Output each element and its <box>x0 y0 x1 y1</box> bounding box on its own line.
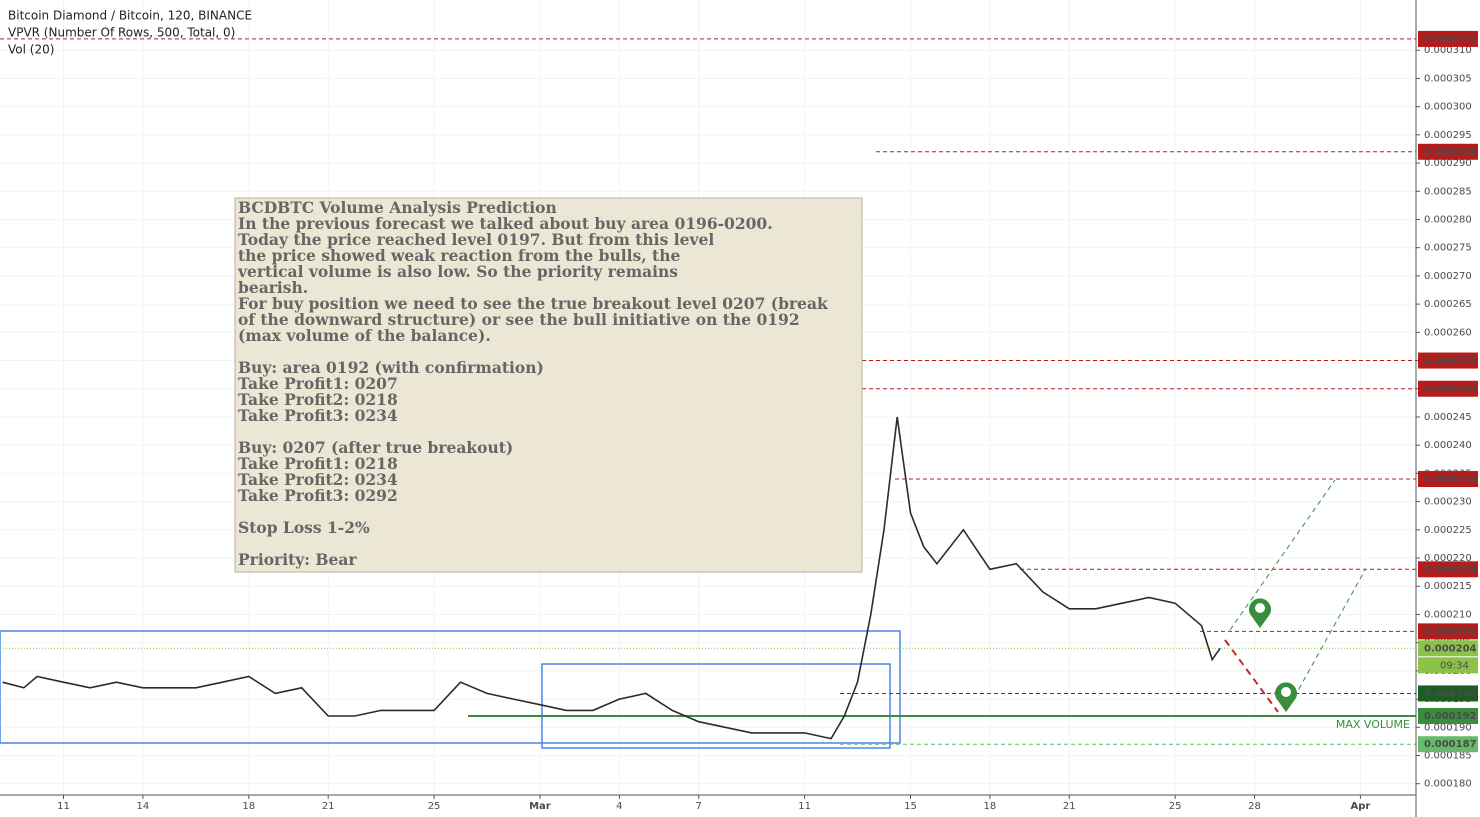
note-line: the price showed weak reaction from the … <box>238 246 680 265</box>
forecast-arrow <box>1229 479 1336 631</box>
x-tick-label: 7 <box>696 801 702 812</box>
note-line: BCDBTC Volume Analysis Prediction <box>238 198 557 217</box>
level-tag <box>1418 623 1478 640</box>
note-line: Take Profit2: 0234 <box>238 470 398 489</box>
x-tick-label: 18 <box>242 801 255 812</box>
note-line: Stop Loss 1-2% <box>238 518 370 537</box>
y-tick-label: 0.000300 <box>1424 102 1472 113</box>
level-tag <box>1418 352 1478 369</box>
y-tick-label: 0.000270 <box>1424 271 1472 282</box>
y-tick-label: 0.000275 <box>1424 243 1472 254</box>
y-tick-label: 0.000265 <box>1424 299 1472 310</box>
x-tick-label: 21 <box>1063 801 1076 812</box>
y-tick-label: 0.000220 <box>1424 553 1472 564</box>
x-tick-label: Mar <box>529 801 551 812</box>
y-tick-label: 0.000210 <box>1424 609 1472 620</box>
x-tick-label: 11 <box>57 801 70 812</box>
x-tick-label: 15 <box>904 801 917 812</box>
level-label: 0.000207 <box>1424 626 1477 637</box>
note-line: Buy: area 0192 (with confirmation) <box>238 358 544 377</box>
x-tick-label: 4 <box>616 801 622 812</box>
y-tick-label: 0.000260 <box>1424 327 1472 338</box>
x-tick-label: 11 <box>798 801 811 812</box>
level-label: 0.000255 <box>1424 356 1477 367</box>
level-tag <box>1418 736 1478 753</box>
axes: 0.0001800.0001850.0001900.0001950.000200… <box>57 30 1478 812</box>
forecast-arrow <box>1224 639 1279 713</box>
header: Bitcoin Diamond / Bitcoin, 120, BINANCE <box>8 9 252 23</box>
y-tick-label: 0.000190 <box>1424 722 1472 733</box>
price-axis <box>1416 0 1480 817</box>
level-tag <box>1418 143 1478 160</box>
level-label: 0.000204 <box>1424 643 1477 654</box>
level-tag <box>1418 640 1478 657</box>
y-tick-label: 0.000240 <box>1424 440 1472 451</box>
note-line: Today the price reached level 0197. But … <box>238 230 714 249</box>
forecast-arrow <box>1289 569 1366 706</box>
note-line: Take Profit3: 0292 <box>238 486 398 505</box>
note-line: vertical volume is also low. So the prio… <box>237 262 678 281</box>
y-tick-label: 0.000310 <box>1424 45 1472 56</box>
note-line: Take Profit1: 0207 <box>238 374 398 393</box>
note-line: For buy position we need to see the true… <box>238 294 828 313</box>
note-line: Take Profit1: 0218 <box>238 454 398 473</box>
level-label: 0.000196 <box>1424 688 1477 699</box>
y-tick-label: 0.000245 <box>1424 412 1472 423</box>
y-tick-label: 0.000295 <box>1424 130 1472 141</box>
level-tag <box>1418 561 1478 578</box>
level-tag <box>1418 685 1478 702</box>
note-line: (max volume of the balance). <box>238 326 491 345</box>
header: VPVR (Number Of Rows, 500, Total, 0) <box>8 26 235 40</box>
level-label: 0.000192 <box>1424 711 1477 722</box>
note-line: Buy: 0207 (after true breakout) <box>238 438 513 457</box>
x-tick-label: 25 <box>1169 801 1182 812</box>
note-line: Take Profit3: 0234 <box>238 406 398 425</box>
x-tick-label: 25 <box>428 801 441 812</box>
level-label: 0.000218 <box>1424 564 1477 575</box>
x-tick-label: Apr <box>1350 801 1370 812</box>
y-tick-label: 0.000185 <box>1424 751 1472 762</box>
pin <box>1275 682 1297 712</box>
y-tick-label: 0.000305 <box>1424 73 1472 84</box>
level-tag <box>1418 380 1478 397</box>
y-tick-label: 0.000285 <box>1424 186 1472 197</box>
y-tick-label: 0.000280 <box>1424 214 1472 225</box>
level-label: 0.000187 <box>1424 739 1477 750</box>
max-volume-label: MAX VOLUME <box>1336 718 1410 731</box>
countdown-tag <box>1418 657 1478 674</box>
note-line: of the downward structure) or see the bu… <box>238 310 800 329</box>
level-tag <box>1418 30 1478 47</box>
note-line: Take Profit2: 0218 <box>238 390 398 409</box>
note-box <box>234 197 863 573</box>
level-tag <box>1418 471 1478 488</box>
x-tick-label: 21 <box>322 801 335 812</box>
y-tick-label: 0.000180 <box>1424 779 1472 790</box>
y-tick-label: 0.000290 <box>1424 158 1472 169</box>
x-tick-label: 18 <box>984 801 997 812</box>
note-line: In the previous forecast we talked about… <box>238 214 773 233</box>
price-line <box>2 416 1221 740</box>
x-tick-label: 28 <box>1248 801 1261 812</box>
level-label: 0.000250 <box>1424 384 1477 395</box>
x-tick-label: 14 <box>137 801 150 812</box>
y-tick-label: 0.000225 <box>1424 525 1472 536</box>
zone-box <box>0 630 901 744</box>
level-label: 0.000312 <box>1424 34 1477 45</box>
y-tick-label: 0.000215 <box>1424 581 1472 592</box>
level-label: 0.000234 <box>1424 474 1477 485</box>
note-line: Priority: Bear <box>238 550 357 569</box>
level-tag <box>1418 708 1478 725</box>
countdown: 09:34 <box>1440 660 1469 671</box>
zone-box <box>541 663 891 749</box>
level-label: 0.000292 <box>1424 147 1477 158</box>
note-line: bearish. <box>238 278 308 297</box>
header: Vol (20) <box>8 43 54 57</box>
y-tick-label: 0.000230 <box>1424 497 1472 508</box>
levels <box>0 38 1416 745</box>
pin <box>1249 598 1271 628</box>
plot <box>2 416 1221 740</box>
